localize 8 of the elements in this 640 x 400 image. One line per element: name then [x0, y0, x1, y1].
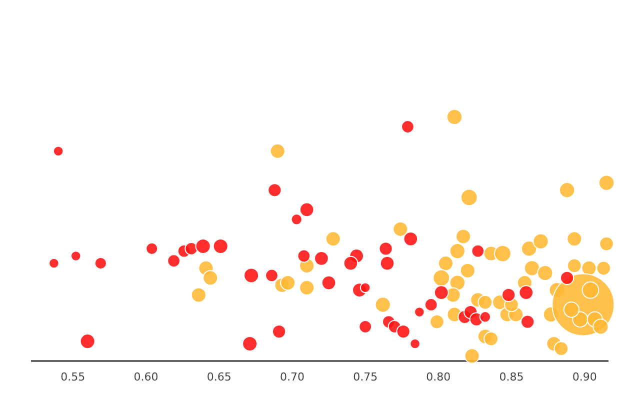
x-tick-label: 0.65 [206, 370, 232, 384]
x-tick-label: 0.85 [499, 370, 524, 384]
x-tick-label: 0.60 [134, 370, 158, 384]
x-tick-label: 0.80 [426, 370, 451, 384]
x-tick-label: 0.55 [60, 370, 86, 384]
x-tick-label: 0.75 [353, 370, 378, 384]
x-tick-label: 0.70 [280, 370, 304, 384]
x-tick-label: 0.90 [572, 370, 597, 384]
